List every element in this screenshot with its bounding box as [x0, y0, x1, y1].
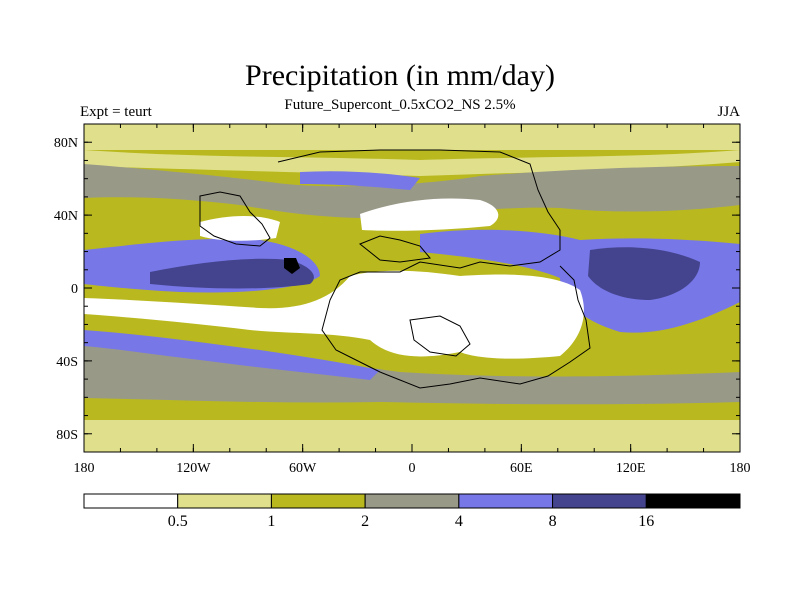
- lon-tick-label: 120W: [176, 461, 211, 476]
- plot-title: Precipitation (in mm/day): [245, 59, 555, 92]
- north-blue-patch: [300, 171, 420, 190]
- colorbar-swatch: [552, 493, 647, 509]
- colorbar: 0.5 1 2 4 8 16: [83, 493, 741, 530]
- black-core: [284, 258, 300, 274]
- white-dry-north-west: [200, 216, 280, 241]
- north-gray-band: [84, 164, 740, 219]
- colorbar-swatch: [83, 493, 179, 509]
- colorbar-level-label: 16: [638, 513, 654, 530]
- colorbar-swatch: [177, 493, 272, 509]
- colorbar-level-label: 2: [361, 513, 369, 530]
- equatorial-landmass: [359, 235, 431, 263]
- lat-tick-label: 40N: [54, 209, 78, 224]
- lat-tick-label: 0: [71, 282, 78, 297]
- colorbar-level-label: 1: [267, 513, 275, 530]
- white-dry-north: [360, 198, 499, 231]
- lat-tick-label: 40S: [56, 355, 78, 370]
- latitude-axis: 80N 40N 0 40S 80S: [54, 123, 740, 453]
- colorbar-level-label: 4: [455, 513, 463, 530]
- lon-tick-label: 180: [730, 461, 751, 476]
- lon-tick-label: 180: [74, 461, 95, 476]
- north-light-band: [84, 150, 740, 176]
- north-west-landmass: [199, 191, 271, 247]
- colorbar-swatch: [270, 493, 366, 509]
- colorbar-level-label: 8: [549, 513, 557, 530]
- colorbar-swatch: [645, 493, 741, 509]
- dark-blue-core-west: [150, 258, 314, 289]
- plot-subtitle: Future_Supercont_0.5xCO2_NS 2.5%: [284, 97, 516, 113]
- season-label: JJA: [717, 104, 740, 120]
- lon-tick-label: 120E: [616, 461, 646, 476]
- lat-tick-label: 80N: [54, 136, 78, 151]
- south-blue-band: [84, 330, 380, 380]
- map-field: [84, 124, 740, 452]
- colorbar-swatch: [364, 493, 460, 509]
- lon-tick-label: 60W: [289, 461, 317, 476]
- longitude-axis: 180 120W 60W 0 60E 120E 180: [74, 124, 751, 476]
- dark-blue-core-east: [588, 247, 700, 300]
- colorbar-level-label: 0.5: [168, 513, 188, 530]
- southern-inlet: [409, 315, 471, 357]
- experiment-label: Expt = teurt: [80, 104, 152, 120]
- continent-outlines: [199, 149, 591, 389]
- lon-tick-label: 60E: [510, 461, 533, 476]
- lat-tick-label: 80S: [56, 428, 78, 443]
- lon-tick-label: 0: [409, 461, 416, 476]
- supercontinent-outline: [277, 149, 591, 389]
- colorbar-swatch: [458, 493, 554, 509]
- white-dry-south: [84, 270, 584, 359]
